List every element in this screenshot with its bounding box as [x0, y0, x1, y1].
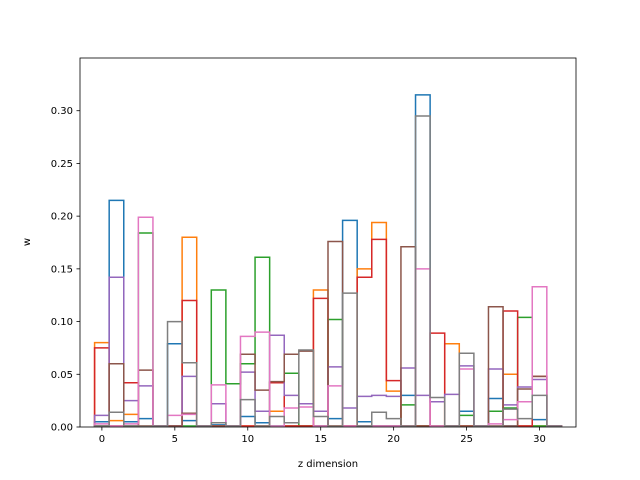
x-tick-label: 30	[533, 434, 546, 445]
y-tick-label: 0.15	[51, 264, 73, 275]
x-tick-label: 5	[172, 434, 178, 445]
plot-area	[93, 94, 563, 427]
y-tick-label: 0.20	[51, 212, 73, 223]
x-tick-label: 0	[99, 434, 105, 445]
x-axis-label: z dimension	[298, 459, 358, 470]
y-tick-label: 0.25	[51, 159, 73, 170]
x-tick-label: 20	[387, 434, 400, 445]
y-tick-label: 0.10	[51, 317, 73, 328]
y-axis: 0.00 0.05 0.10 0.15 0.20 0.25 0.30	[51, 106, 80, 434]
x-tick-label: 25	[460, 434, 473, 445]
y-axis-label: w	[22, 238, 33, 246]
x-tick-label: 10	[241, 434, 254, 445]
histogram-series-8	[93, 115, 563, 427]
axes-frame	[79, 57, 577, 428]
y-tick-label: 0.05	[51, 370, 73, 381]
x-tick-label: 15	[314, 434, 327, 445]
x-axis: 0 5 10 15 20 25 30	[99, 427, 546, 445]
y-tick-label: 0.30	[51, 106, 73, 117]
y-tick-label: 0.00	[51, 423, 73, 434]
